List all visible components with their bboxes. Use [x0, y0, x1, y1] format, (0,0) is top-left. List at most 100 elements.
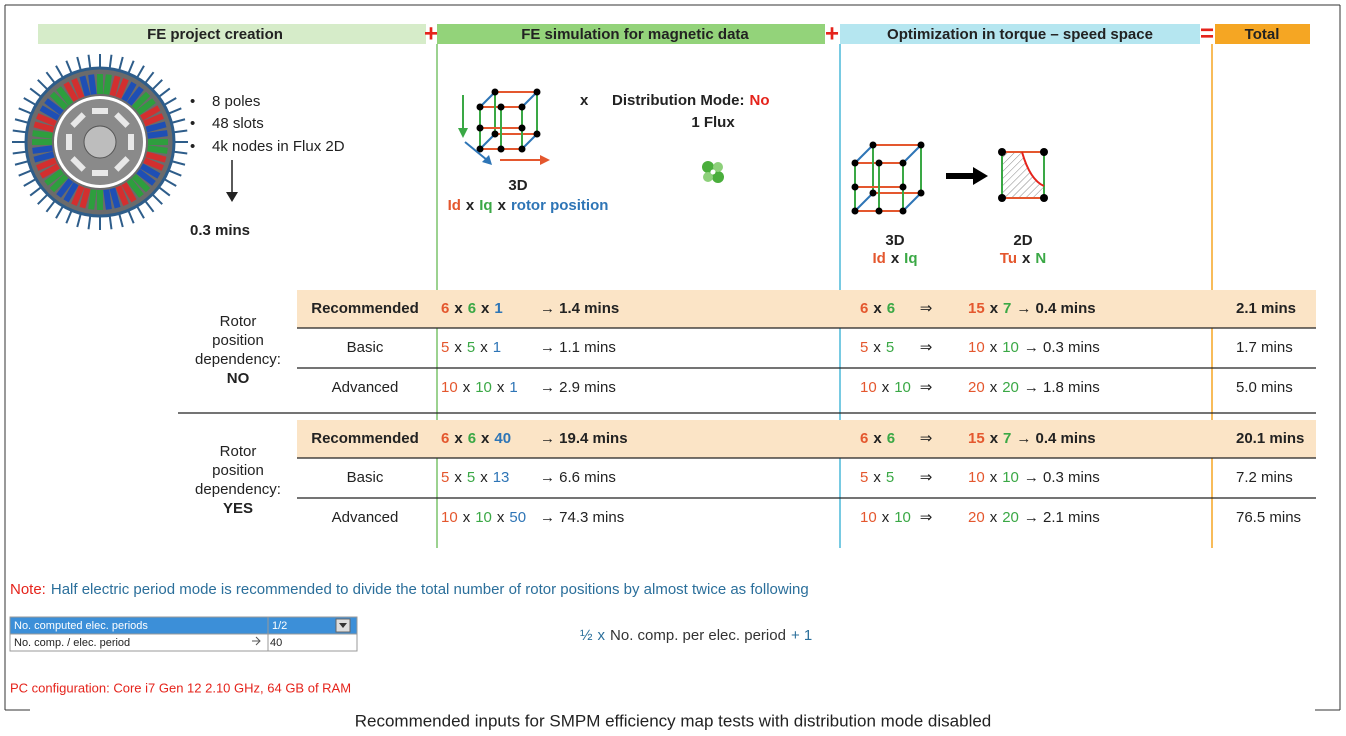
operator: =: [1200, 20, 1214, 47]
text-part: 5: [441, 339, 449, 356]
text-part: 6: [441, 430, 449, 447]
opt-outputs: 20 x 20 → 1.8 mins: [968, 379, 1100, 396]
motor-slot: [147, 145, 168, 154]
cube-node: [875, 207, 883, 215]
group-label: position: [212, 462, 264, 479]
cube-edge: [479, 91, 496, 108]
motor-slot: [148, 139, 168, 145]
text-part: 15: [968, 430, 985, 447]
cube-node: [851, 183, 859, 191]
text-part: 5: [441, 469, 449, 486]
text-part: 5: [860, 469, 868, 486]
total: 2.1 mins: [1236, 300, 1296, 317]
total: 76.5 mins: [1236, 509, 1301, 526]
text-part: x: [873, 469, 881, 486]
motor-slot: [49, 91, 69, 111]
text-part: x: [990, 339, 998, 356]
arrow: ⇒: [920, 430, 933, 447]
cube-node: [491, 88, 499, 96]
opt-outputs: 10 x 10 → 0.3 mins: [968, 339, 1100, 356]
times: x: [580, 92, 589, 109]
text-part: N: [1035, 250, 1046, 267]
text-part: 50: [509, 509, 526, 526]
motor-slot: [88, 74, 97, 95]
cube-3d: [851, 141, 925, 215]
text-part: → 0.4 mins: [1016, 430, 1095, 447]
text-part: 5: [467, 339, 475, 356]
bullet: •: [190, 138, 195, 155]
text-part: 7: [1003, 430, 1011, 447]
text-part: 10: [441, 379, 458, 396]
cube-edge: [854, 192, 874, 212]
motor-slot: [32, 145, 53, 154]
motor-slot: [97, 74, 103, 94]
caption: Recommended inputs for SMPM efficiency m…: [355, 711, 992, 730]
formula: ½ x No. comp. per elec. period + 1: [580, 627, 812, 644]
cube-node: [869, 141, 877, 149]
text-part: x: [498, 197, 507, 214]
motor-slot: [39, 105, 60, 121]
text-part: 10: [1002, 469, 1019, 486]
row-level: Basic: [347, 339, 384, 356]
highlight-row: [297, 290, 1316, 328]
fe-inputs: 10 x 10 x 50: [441, 509, 526, 526]
text-part: x: [463, 379, 471, 396]
motor-slot: [33, 151, 55, 163]
row-level: Basic: [347, 469, 384, 486]
group-value: YES: [223, 500, 253, 517]
text-part: rotor position: [511, 197, 609, 214]
mode-value: No: [749, 92, 769, 109]
motor-slot: [131, 173, 151, 193]
text-part: x: [882, 509, 890, 526]
text-part: x: [990, 379, 998, 396]
fe-time: → 2.9 mins: [540, 379, 616, 396]
text-part: x: [891, 250, 900, 267]
motor-slot: [145, 151, 167, 163]
text-part: Iq: [479, 197, 492, 214]
bullet-text: 4k nodes in Flux 2D: [212, 138, 345, 155]
motor-slot: [147, 130, 168, 139]
text-part: 10: [894, 509, 911, 526]
cube-node: [491, 130, 499, 138]
motor-magnet: [70, 156, 86, 172]
widget-value[interactable]: 40: [270, 637, 282, 649]
axes: Id x Iq x rotor position: [448, 197, 609, 214]
widget-label: No. comp. / elec. period: [14, 637, 130, 649]
motor-slot: [131, 91, 151, 111]
motor-slot: [115, 185, 129, 206]
text-part: 6: [887, 300, 895, 317]
text-part: 10: [860, 509, 877, 526]
dimension: 3D: [885, 232, 904, 249]
group-label: Rotor: [220, 313, 257, 330]
motor-slot: [63, 182, 79, 203]
note-label: Note:: [10, 581, 46, 598]
header-bar: [1215, 24, 1310, 44]
text-part: x: [873, 430, 882, 447]
cube-edge: [902, 144, 922, 164]
cube-node: [917, 189, 925, 197]
widget-value[interactable]: 1/2: [272, 620, 287, 632]
motor-slot: [136, 168, 156, 186]
motor-slot: [140, 163, 161, 179]
text-part: 20: [1002, 379, 1019, 396]
cube-node: [476, 103, 484, 111]
text-part: x: [873, 300, 882, 317]
cube-edge: [854, 144, 874, 164]
cube-node: [869, 189, 877, 197]
row-level: Recommended: [311, 300, 419, 317]
axis-arrow: [464, 141, 488, 161]
arrow: ⇒: [920, 379, 933, 396]
motor-slot: [143, 113, 164, 127]
text-part: x: [1022, 250, 1031, 267]
motor-magnet: [92, 170, 108, 176]
text-part: Id: [448, 197, 461, 214]
header-bar: [437, 24, 825, 44]
bullets: • • •: [190, 93, 195, 155]
formula-plus: + 1: [791, 627, 812, 644]
text-part: → 0.3 mins: [1024, 339, 1100, 356]
cube-node: [497, 103, 505, 111]
note: Note: Half electric period mode is recomm…: [10, 581, 809, 598]
